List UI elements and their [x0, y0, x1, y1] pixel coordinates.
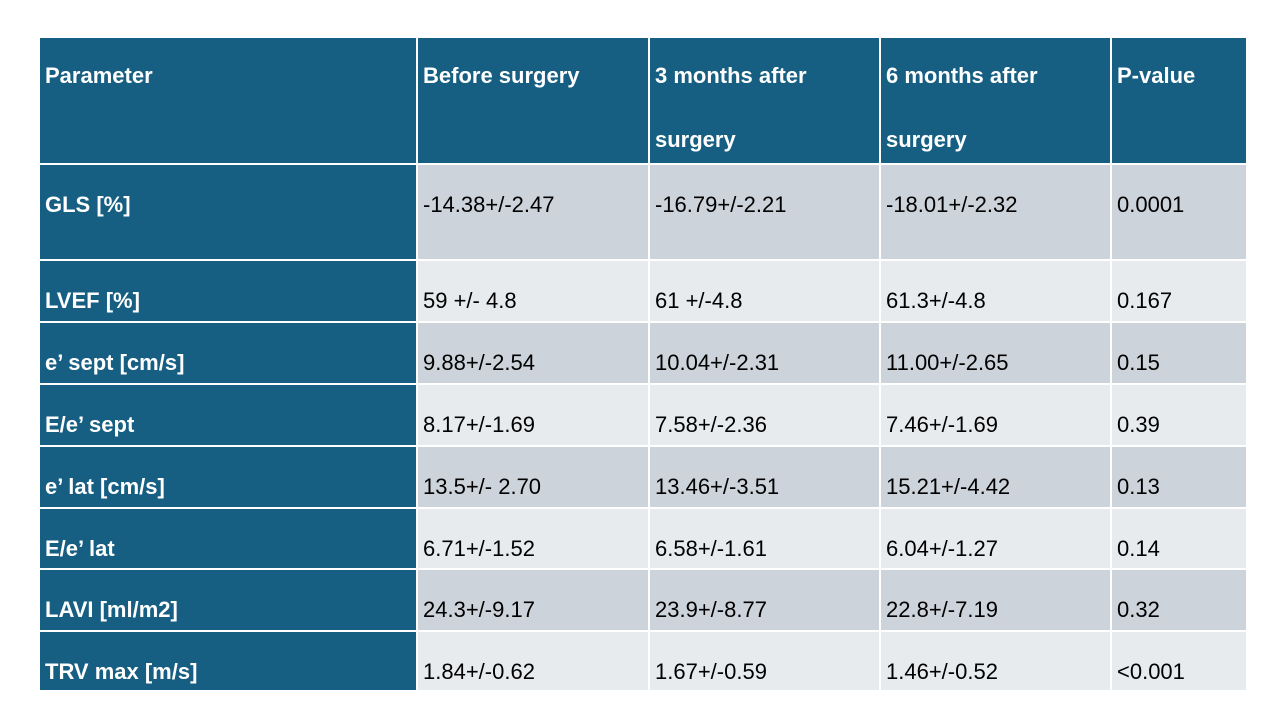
row-label: E/e’ sept [40, 385, 416, 445]
table-cell: 15.21+/-4.42 [881, 447, 1110, 507]
table-cell: 7.46+/-1.69 [881, 385, 1110, 445]
table-cell: 6.04+/-1.27 [881, 509, 1110, 568]
table-cell: 1.84+/-0.62 [418, 632, 648, 690]
table-cell: 0.13 [1112, 447, 1246, 507]
row-label: GLS [%] [40, 165, 416, 259]
table-cell: 0.15 [1112, 323, 1246, 383]
table-cell: 8.17+/-1.69 [418, 385, 648, 445]
table-cell: 61.3+/-4.8 [881, 261, 1110, 321]
table-cell: 0.14 [1112, 509, 1246, 568]
table-cell: 9.88+/-2.54 [418, 323, 648, 383]
row-label: LVEF [%] [40, 261, 416, 321]
table-cell: 13.46+/-3.51 [650, 447, 879, 507]
table-cell: -14.38+/-2.47 [418, 165, 648, 259]
header-cell: Parameter [40, 38, 416, 163]
table-cell: 7.58+/-2.36 [650, 385, 879, 445]
table-cell: -18.01+/-2.32 [881, 165, 1110, 259]
table-cell: 6.71+/-1.52 [418, 509, 648, 568]
table-cell: 0.167 [1112, 261, 1246, 321]
table-cell: 0.32 [1112, 570, 1246, 630]
table-cell: 1.67+/-0.59 [650, 632, 879, 690]
header-cell: 6 months after surgery [881, 38, 1110, 163]
table-cell: -16.79+/-2.21 [650, 165, 879, 259]
table-cell: 10.04+/-2.31 [650, 323, 879, 383]
table-cell: 59 +/- 4.8 [418, 261, 648, 321]
table-cell: 61 +/-4.8 [650, 261, 879, 321]
header-cell: Before surgery [418, 38, 648, 163]
table-cell: 24.3+/-9.17 [418, 570, 648, 630]
table-cell: 0.39 [1112, 385, 1246, 445]
table-cell: 22.8+/-7.19 [881, 570, 1110, 630]
table-cell: 1.46+/-0.52 [881, 632, 1110, 690]
table-cell: <0.001 [1112, 632, 1246, 690]
row-label: e’ sept [cm/s] [40, 323, 416, 383]
table-cell: 23.9+/-8.77 [650, 570, 879, 630]
row-label: TRV max [m/s] [40, 632, 416, 690]
table-cell: 6.58+/-1.61 [650, 509, 879, 568]
table-cell: 0.0001 [1112, 165, 1246, 259]
row-label: LAVI [ml/m2] [40, 570, 416, 630]
table-cell: 13.5+/- 2.70 [418, 447, 648, 507]
row-label: e’ lat [cm/s] [40, 447, 416, 507]
row-label: E/e’ lat [40, 509, 416, 568]
header-cell: P-value [1112, 38, 1246, 163]
header-cell: 3 months after surgery [650, 38, 879, 163]
table-cell: 11.00+/-2.65 [881, 323, 1110, 383]
